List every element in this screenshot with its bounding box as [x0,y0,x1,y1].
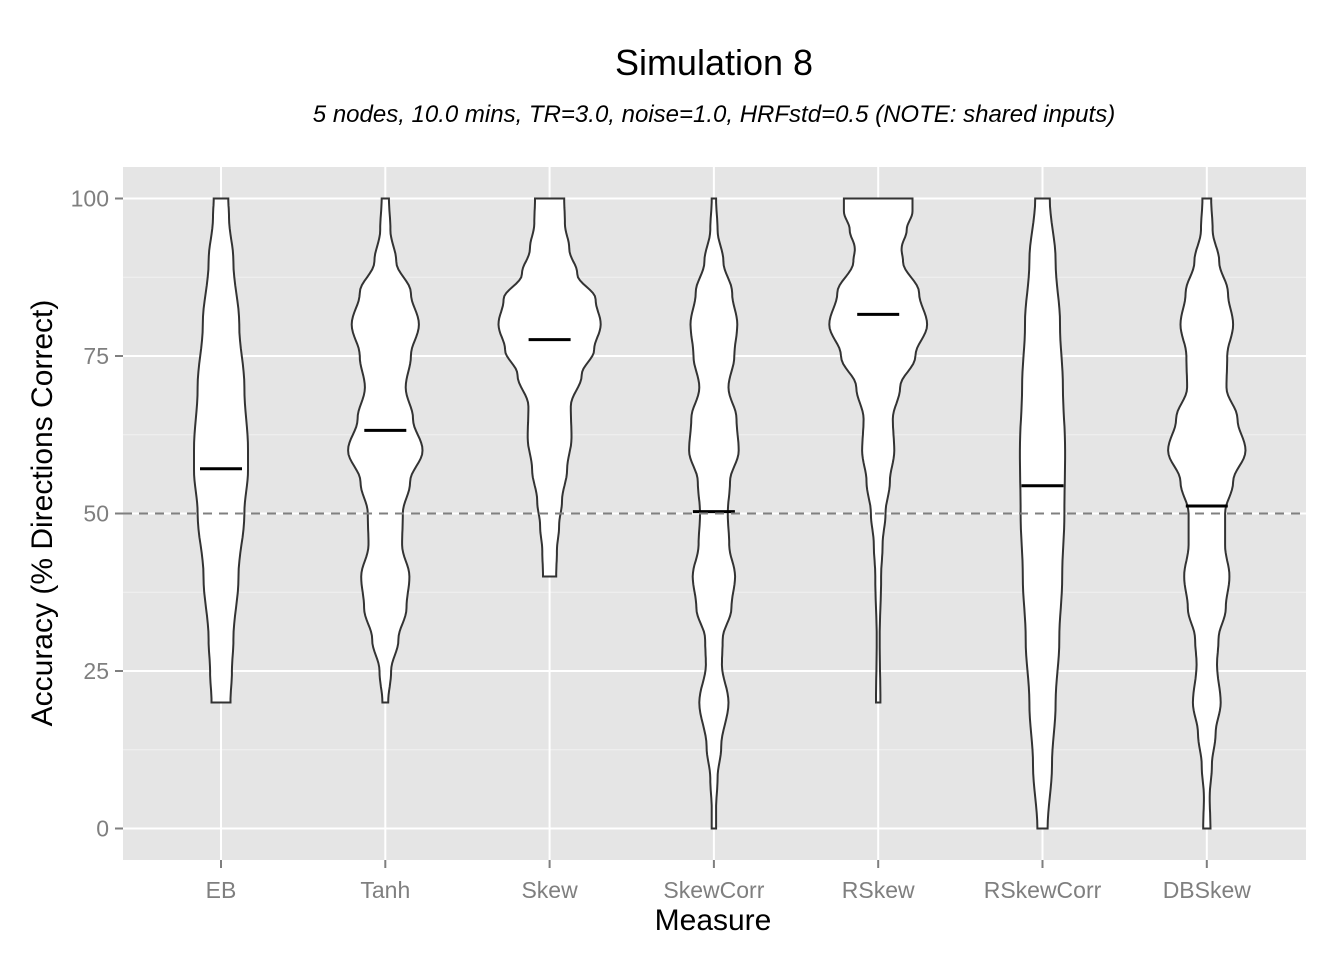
y-axis-title: Accuracy (% Directions Correct) [26,300,59,727]
violin-EB [193,197,249,704]
x-tick-label: EB [206,877,237,903]
y-tick-label: 75 [83,343,109,369]
violin-Tanh [347,197,424,704]
y-axis: 0 25 50 75 100 [71,186,123,842]
x-tick-label: RSkewCorr [984,877,1102,903]
x-axis: EB Tanh Skew SkewCorr RSkew RSkewCorr DBSkew [206,860,1252,903]
chart-subtitle: 5 nodes, 10.0 mins, TR=3.0, noise=1.0, H… [313,101,1115,128]
y-tick-label: 0 [96,816,109,842]
y-tick-label: 100 [71,186,109,212]
violin-DBSkew [1167,197,1247,830]
x-tick-label: SkewCorr [663,877,764,903]
y-tick-label: 50 [83,501,109,527]
violin-Skew [497,197,602,578]
x-tick-label: Tanh [360,877,410,903]
x-axis-title: Measure [655,904,772,937]
x-tick-label: DBSkew [1163,877,1252,903]
x-tick-label: RSkew [842,877,915,903]
y-tick-label: 25 [83,658,109,684]
violin-RSkew [828,197,929,704]
chart-title: Simulation 8 [615,42,813,83]
violin-SkewCorr [688,197,740,830]
x-tick-label: Skew [521,877,578,903]
